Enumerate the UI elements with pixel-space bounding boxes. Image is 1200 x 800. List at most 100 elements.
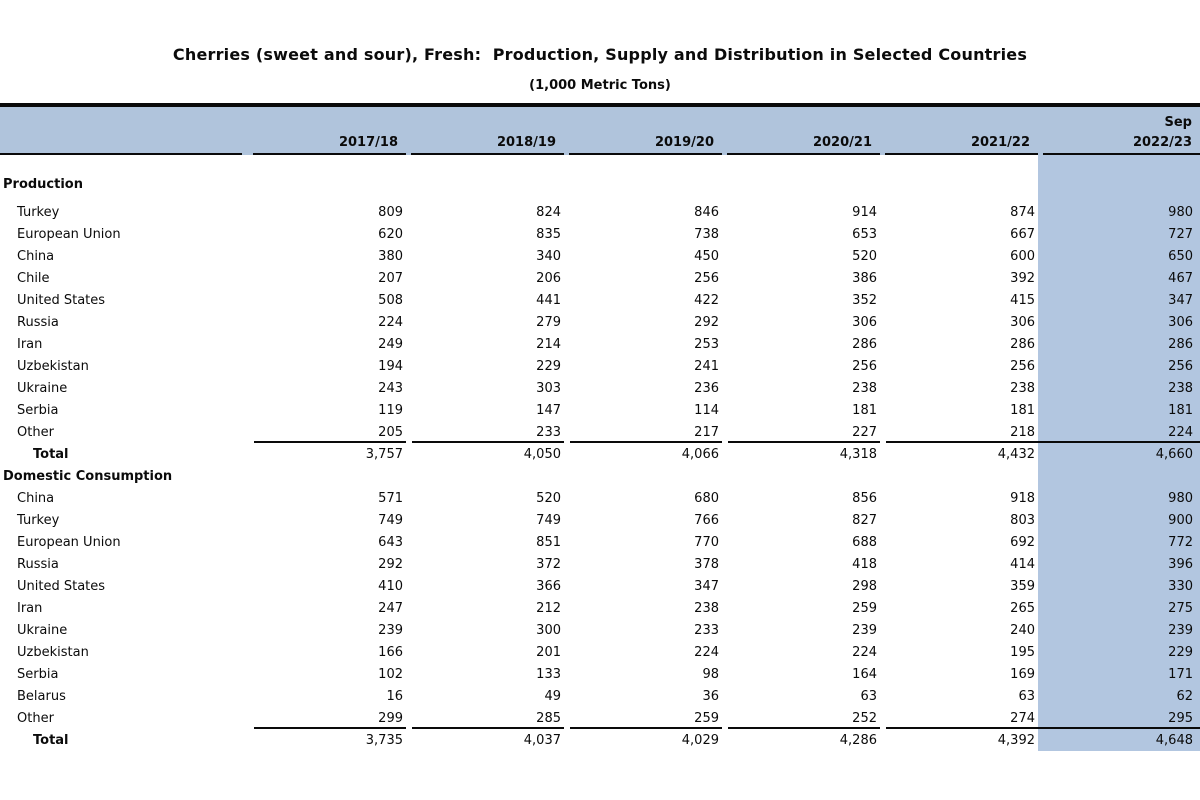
table-row: Turkey 809 824 846 914 874 980 [0,201,1200,223]
empty-cell [406,465,564,487]
row-label: Other [17,710,54,726]
value-cell: 299 [248,707,406,729]
value-cell: 306 [1010,314,1035,330]
value-cell: 275 [1038,597,1200,619]
table-row: Turkey 749 749 766 827 803 900 [0,509,1200,531]
row-label: Chile [17,270,50,286]
value-cell: 265 [1010,600,1035,616]
total-value-cell: 4,029 [681,732,719,748]
value-cell: 133 [536,666,561,682]
report-units-subtitle: (1,000 Metric Tons) [529,78,671,93]
total-value-cell: 3,757 [365,446,403,462]
value-cell: 352 [852,292,877,308]
table-row: European Union 620 835 738 653 667 727 [0,223,1200,245]
table-row: Russia 292 372 378 418 414 396 [0,553,1200,575]
total-value-cell: 4,432 [997,446,1035,462]
value-cell: 195 [1010,644,1035,660]
empty-cell [1038,155,1200,201]
table-row: Iran 247 212 238 259 265 275 [0,597,1200,619]
value-cell: 766 [694,512,719,528]
value-cell: 980 [1038,201,1200,223]
value-cell: 243 [378,380,403,396]
value-cell: 372 [536,556,561,572]
table-row: Ukraine 243 303 236 238 238 238 [0,377,1200,399]
value-cell: 749 [378,512,403,528]
column-header-label: 2018/19 [496,135,556,150]
value-cell: 441 [536,292,561,308]
table-row: European Union 643 851 770 688 692 772 [0,531,1200,553]
value-cell: 224 [694,644,719,660]
value-cell: 306 [852,314,877,330]
value-cell: 286 [852,336,877,352]
value-cell: 692 [1010,534,1035,550]
value-cell: 298 [852,578,877,594]
row-label: Turkey [17,512,60,528]
table-row: Serbia 119 147 114 181 181 181 [0,399,1200,421]
value-cell: 256 [694,270,719,286]
value-cell: 846 [694,204,719,220]
empty-cell [564,465,722,487]
value-cell: 520 [852,248,877,264]
value-cell: 520 [536,490,561,506]
value-cell: 279 [536,314,561,330]
value-cell: 236 [694,380,719,396]
value-cell: 102 [378,666,403,682]
value-cell: 214 [536,336,561,352]
value-cell: 856 [852,490,877,506]
table-row: Uzbekistan 166 201 224 224 195 229 [0,641,1200,663]
value-cell: 218 [880,421,1038,443]
value-cell: 238 [1038,377,1200,399]
value-cell: 600 [1010,248,1035,264]
value-cell: 347 [1038,289,1200,311]
total-value-cell: 4,037 [523,732,561,748]
value-cell: 347 [694,578,719,594]
column-header-2021-22: 2021/22 [880,105,1038,155]
value-cell: 147 [536,402,561,418]
value-cell: 166 [378,644,403,660]
value-cell: 233 [406,421,564,443]
table-row: Russia 224 279 292 306 306 306 [0,311,1200,333]
value-cell: 181 [1038,399,1200,421]
value-cell: 238 [694,600,719,616]
empty-cell [406,155,564,201]
table-row: Other 205 233 217 227 218 224 [0,421,1200,443]
empty-cell [1038,465,1200,487]
column-header-label: 2019/20 [654,135,714,150]
table-header-row: 2017/18 2018/19 2019/20 2020/21 2021/22 … [0,105,1200,155]
value-cell: 238 [1010,380,1035,396]
column-header-label: 2017/18 [338,135,398,150]
value-cell: 340 [536,248,561,264]
value-cell: 824 [536,204,561,220]
total-row: Total 3,735 4,037 4,029 4,286 4,392 4,648 [0,729,1200,751]
value-cell: 206 [536,270,561,286]
row-label: European Union [17,226,121,242]
value-cell: 253 [694,336,719,352]
row-label: Russia [17,314,59,330]
value-cell: 201 [536,644,561,660]
value-cell: 295 [1038,707,1200,729]
table-row: China 380 340 450 520 600 650 [0,245,1200,267]
value-cell: 239 [378,622,403,638]
value-cell: 239 [852,622,877,638]
value-cell: 256 [1010,358,1035,374]
value-cell: 241 [694,358,719,374]
value-cell: 392 [1010,270,1035,286]
value-cell: 164 [852,666,877,682]
value-cell: 571 [378,490,403,506]
value-cell: 422 [694,292,719,308]
column-header-label: 2020/21 [812,135,872,150]
empty-cell [248,155,406,201]
total-value-cell: 4,318 [839,446,877,462]
value-cell: 667 [1010,226,1035,242]
table-row: Serbia 102 133 98 164 169 171 [0,663,1200,685]
value-cell: 36 [702,688,719,704]
empty-cell [722,155,880,201]
value-cell: 238 [852,380,877,396]
value-cell: 181 [852,402,877,418]
row-label: United States [17,292,106,308]
value-cell: 653 [852,226,877,242]
column-header-2022-23: Sep 2022/23 [1038,105,1200,155]
row-label: Ukraine [17,380,68,396]
psd-table: 2017/18 2018/19 2019/20 2020/21 2021/22 … [0,103,1200,751]
